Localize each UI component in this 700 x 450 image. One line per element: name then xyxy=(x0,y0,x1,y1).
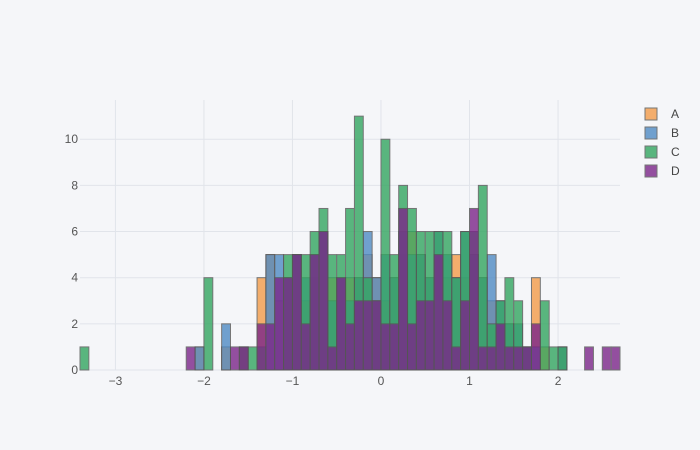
legend-label: C xyxy=(671,145,680,159)
bar-D xyxy=(283,277,293,371)
bar-D xyxy=(610,346,621,371)
bar-D xyxy=(229,346,240,371)
bar-D xyxy=(291,254,302,371)
bar-D xyxy=(415,300,426,371)
bar-D xyxy=(451,346,462,371)
bar-D xyxy=(362,300,373,371)
y-tick-label: 10 xyxy=(65,132,79,146)
legend-item-D[interactable]: D xyxy=(644,164,680,178)
bar-D xyxy=(318,231,329,371)
bar-D xyxy=(530,323,541,371)
bar-D xyxy=(353,300,364,371)
bar-D xyxy=(371,300,382,371)
bar-B xyxy=(221,323,231,371)
bar-D xyxy=(460,300,471,371)
bar-D xyxy=(265,323,276,371)
y-tick-label: 4 xyxy=(71,271,78,285)
legend-item-C[interactable]: C xyxy=(644,145,680,159)
bar-C xyxy=(79,346,90,371)
bar-C xyxy=(557,346,568,371)
x-tick-label: −3 xyxy=(109,374,123,388)
legend-swatch xyxy=(644,126,658,140)
bar-D xyxy=(601,346,612,371)
legend-swatch xyxy=(644,107,658,121)
bars xyxy=(79,115,621,371)
bar-D xyxy=(336,277,347,371)
series-D xyxy=(185,207,621,371)
legend-item-B[interactable]: B xyxy=(644,126,679,140)
x-tick-label: 1 xyxy=(466,374,473,388)
legend-item-A[interactable]: A xyxy=(644,107,679,121)
y-tick-label: 8 xyxy=(71,178,78,192)
bar-C xyxy=(247,346,258,371)
x-tick-label: −2 xyxy=(197,374,211,388)
bar-D xyxy=(584,346,594,371)
legend-swatch xyxy=(644,145,658,159)
y-tick-label: 2 xyxy=(71,317,78,331)
bar-D xyxy=(327,346,338,371)
bar-C xyxy=(203,277,214,371)
bar-D xyxy=(389,323,400,371)
legend-swatch xyxy=(644,164,658,178)
y-tick-label: 0 xyxy=(71,363,78,377)
bar-D xyxy=(185,346,196,371)
legend-label: A xyxy=(671,107,679,121)
legend-label: B xyxy=(671,126,679,140)
bar-C xyxy=(539,300,550,371)
x-tick-label: −1 xyxy=(286,374,300,388)
bar-D xyxy=(486,346,497,371)
x-tick-label: 2 xyxy=(555,374,562,388)
bar-D xyxy=(442,300,453,371)
bar-D xyxy=(433,254,444,371)
bar-D xyxy=(256,323,267,371)
bar-D xyxy=(504,346,515,371)
bar-D xyxy=(274,277,285,371)
bar-D xyxy=(469,207,479,371)
bar-D xyxy=(398,207,409,371)
bar-D xyxy=(424,300,435,371)
bar-D xyxy=(513,346,524,371)
x-tick-label: 0 xyxy=(378,374,385,388)
bar-D xyxy=(380,323,391,371)
bar-D xyxy=(495,323,506,371)
bar-D xyxy=(407,323,417,371)
bar-D xyxy=(477,346,488,371)
bar-D xyxy=(300,323,311,371)
bar-B xyxy=(194,346,205,371)
bar-D xyxy=(522,346,532,371)
y-tick-label: 6 xyxy=(71,225,78,239)
legend-label: D xyxy=(671,164,680,178)
bar-C xyxy=(477,184,488,371)
bar-D xyxy=(309,254,320,371)
bar-D xyxy=(345,323,355,371)
bar-D xyxy=(238,346,249,371)
axis-tick-labels: −3 −2 −1 0 1 2 0 2 4 6 8 10 xyxy=(65,132,562,388)
bar-C xyxy=(548,346,559,371)
